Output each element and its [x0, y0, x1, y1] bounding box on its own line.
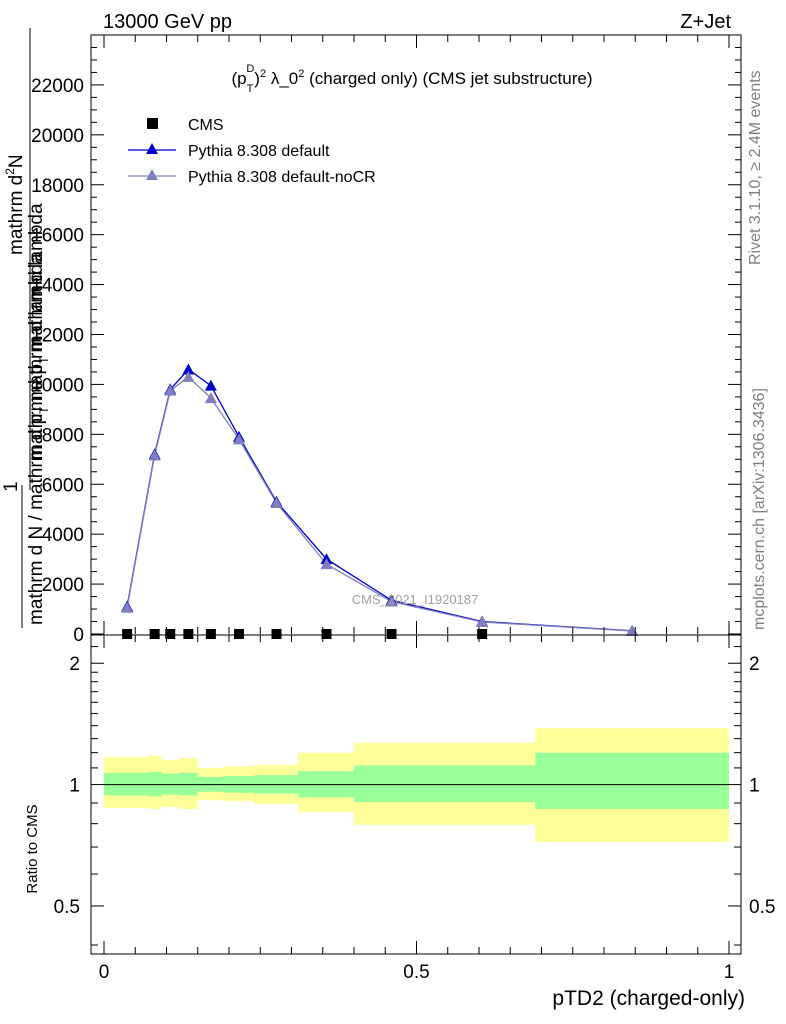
main-ytick-label: 2000: [42, 575, 84, 596]
ratio-bands-layer: [104, 728, 729, 843]
ratio-ytick-label-left: 0.5: [54, 897, 80, 918]
cms-point: [149, 629, 160, 639]
main-ytick-label: 4000: [42, 525, 84, 546]
header-left-label: 13000 GeV pp: [103, 11, 232, 33]
ratio-band-inner: [161, 773, 179, 795]
legend-label-cms: CMS: [188, 117, 224, 134]
ratio-ticks: [91, 635, 741, 954]
cms-point: [205, 629, 216, 639]
x-tick-label: 1: [724, 962, 735, 983]
ratio-band-inner: [104, 772, 149, 796]
series-2-point: [270, 496, 283, 508]
main-ticks: [91, 34, 741, 635]
series-2-point: [121, 601, 134, 613]
ratio-tick-labels: 0.5 0.5 1 1 2 2 0 0.5 1: [54, 654, 776, 983]
main-ytick-label: 12000: [31, 326, 84, 347]
main-ytick-label: 14000: [31, 276, 84, 297]
x-axis-label: pTD2 (charged-only): [552, 987, 745, 1010]
legend-marker-cms: [147, 118, 158, 129]
main-ytick-label: 8000: [42, 425, 84, 446]
ratio-panel: 0.5 0.5 1 1 2 2 0 0.5 1: [54, 634, 776, 983]
legend: CMS Pythia 8.308 default Pythia 8.308 de…: [128, 117, 376, 186]
ratio-band-inner: [535, 752, 729, 809]
main-ytick-label: 6000: [42, 475, 84, 496]
ratio-ytick-label-right: 0.5: [749, 897, 775, 918]
main-ytick-label: 20000: [31, 126, 84, 147]
legend-label-default: Pythia 8.308 default: [188, 143, 330, 160]
ratio-ylabel: Ratio to CMS: [24, 804, 41, 893]
cms-point: [271, 629, 282, 639]
series-2-point: [476, 616, 489, 628]
series-2-point: [385, 595, 398, 607]
main-ytick-label: 10000: [31, 375, 84, 396]
main-panel: 0 2000 4000 6000 8000 10000 12000 14000 16000 180…: [31, 34, 742, 646]
series-2-point: [204, 392, 217, 404]
ratio-band-inner: [354, 765, 536, 803]
ratio-ytick-label-left: 2: [69, 654, 80, 675]
series-1-point: [182, 363, 195, 375]
series-2-point: [233, 433, 245, 445]
cms-point: [183, 629, 194, 639]
analysis-watermark: CMS_2021_I1920187: [352, 592, 479, 607]
main-ytick-labels: 0 2000 4000 6000 8000 10000 12000 14000 16000 180…: [31, 76, 84, 646]
series-2-point: [148, 449, 161, 461]
legend-label-nocr: Pythia 8.308 default-noCR: [188, 169, 376, 186]
main-ytick-label: 16000: [31, 226, 84, 247]
cms-point: [477, 629, 488, 639]
cms-point: [234, 629, 244, 639]
main-ytick-label: 22000: [31, 76, 84, 97]
x-tick-label: 0.5: [403, 962, 429, 983]
main-series-layer: [121, 363, 639, 639]
series-2-point: [182, 370, 195, 382]
legend-marker-default: [146, 143, 158, 154]
cms-point: [122, 629, 133, 639]
legend-marker-nocr: [146, 169, 158, 180]
main-ylabel: mathrm d2N mathrm d pT mathrm d lambda 1…: [1, 28, 51, 628]
series-2-point: [320, 558, 333, 570]
ratio-band-inner: [179, 772, 198, 796]
rivet-label: Rivet 3.1.10, ≥ 2.4M events: [747, 70, 764, 265]
main-title: (pTD)2 λ_02 (charged only) (CMS jet subs…: [231, 63, 592, 95]
cms-point: [165, 629, 176, 639]
main-ytick-label: 18000: [31, 176, 84, 197]
header-right-label: Z+Jet: [680, 11, 731, 33]
mcplots-label: mcplots.cern.ch [arXiv:1306.3436]: [751, 388, 768, 630]
x-tick-label: 0: [99, 962, 110, 983]
ratio-ytick-label-right: 1: [749, 776, 760, 797]
cms-point: [386, 629, 397, 639]
series-2-point: [164, 384, 177, 396]
ratio-ytick-label-left: 1: [69, 776, 80, 797]
cms-point: [321, 629, 332, 639]
series-1-point: [204, 379, 217, 391]
ylabel-numerator: mathrm d2N: [3, 154, 27, 255]
ylabel-one: 1: [1, 481, 22, 492]
main-ytick-label: 0: [73, 625, 84, 646]
ylabel-lower: mathrm d N / mathrm d pT mathrm d lambda: [26, 253, 51, 625]
ratio-ytick-label-right: 2: [749, 654, 760, 675]
ylabel-denominator: mathrm d pT mathrm d lambda: [26, 203, 51, 460]
